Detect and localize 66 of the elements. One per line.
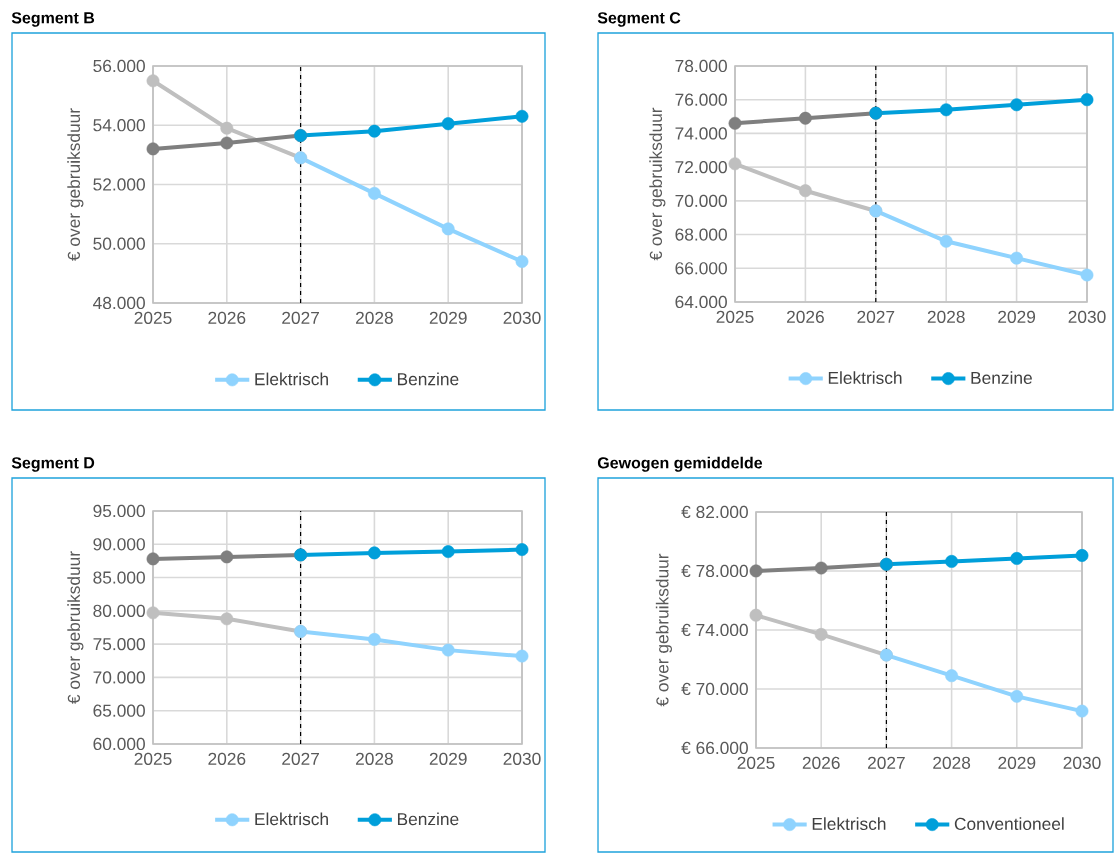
legend-label: Elektrisch — [828, 371, 902, 385]
legend-label: Benzine — [971, 371, 1032, 385]
x-tick-label: 2029 — [429, 752, 467, 765]
y-tick-label: 54.000 — [93, 119, 145, 132]
chart-title: Segment B — [11, 12, 95, 27]
x-tick-label: 2027 — [282, 311, 319, 324]
y-tick-label: € 82.000 — [681, 505, 748, 519]
y-axis-title: € over gebruiksduur — [67, 551, 84, 704]
x-tick-label: 2025 — [737, 756, 775, 769]
y-tick-label: 80.000 — [93, 604, 145, 617]
y-tick-label: 95.000 — [93, 504, 145, 518]
y-tick-label: € 74.000 — [681, 623, 748, 637]
x-tick-label: 2026 — [208, 311, 246, 324]
y-tick-label: 75.000 — [93, 637, 145, 651]
y-tick-label: 48.000 — [93, 296, 145, 310]
x-tick-label: 2028 — [356, 752, 393, 765]
y-tick-label: 74.000 — [675, 127, 727, 140]
x-tick-label: 2026 — [802, 756, 840, 769]
chart-title: Segment D — [11, 457, 95, 472]
y-tick-label: 65.000 — [93, 704, 145, 717]
y-tick-label: 70.000 — [93, 671, 145, 684]
x-tick-label: 2025 — [134, 311, 172, 324]
x-tick-label: 2030 — [1063, 756, 1101, 769]
x-tick-label: 2026 — [787, 310, 824, 323]
chart-title: Segment C — [597, 12, 681, 27]
y-tick-label: € 78.000 — [681, 564, 748, 578]
legend-label: Elektrisch — [255, 812, 328, 826]
y-tick-label: 60.000 — [93, 737, 145, 751]
y-tick-label: 76.000 — [675, 93, 727, 106]
y-tick-label: € 70.000 — [681, 682, 748, 696]
legend-label: Elektrisch — [812, 817, 886, 831]
y-tick-label: 50.000 — [93, 237, 145, 250]
y-tick-label: 90.000 — [93, 538, 145, 551]
y-tick-label: 64.000 — [675, 295, 727, 309]
x-tick-label: 2025 — [716, 310, 754, 323]
y-axis-title: € over gebruiksduur — [67, 108, 84, 261]
x-tick-label: 2028 — [933, 756, 971, 769]
x-tick-label: 2027 — [282, 752, 319, 765]
legend-label: Elektrisch — [255, 372, 328, 386]
x-tick-label: 2026 — [208, 752, 246, 765]
x-tick-label: 2030 — [503, 752, 541, 765]
y-tick-label: 66.000 — [675, 262, 727, 275]
y-tick-label: 72.000 — [675, 160, 727, 174]
y-tick-label: 70.000 — [675, 194, 727, 207]
legend-label: Conventioneel — [954, 817, 1064, 831]
x-tick-label: 2025 — [134, 752, 172, 765]
y-tick-label: 68.000 — [675, 228, 727, 241]
chart-title: Gewogen gemiddelde — [597, 456, 763, 472]
x-tick-label: 2027 — [857, 310, 895, 323]
y-tick-label: 52.000 — [93, 178, 145, 191]
legend-label: Benzine — [397, 372, 459, 386]
y-axis-title: € over gebruiksduur — [655, 553, 672, 707]
x-tick-label: 2028 — [356, 311, 393, 324]
x-tick-label: 2027 — [868, 756, 905, 769]
x-tick-label: 2029 — [429, 311, 467, 324]
x-tick-label: 2028 — [927, 310, 965, 323]
x-tick-label: 2029 — [998, 756, 1036, 769]
y-axis-title: € over gebruiksduur — [649, 107, 666, 261]
y-tick-label: 56.000 — [93, 59, 145, 73]
y-tick-label: € 66.000 — [681, 741, 748, 755]
y-tick-label: 85.000 — [93, 571, 145, 584]
legend-label: Benzine — [397, 812, 459, 826]
x-tick-label: 2030 — [1068, 310, 1106, 323]
x-tick-label: 2030 — [503, 311, 541, 324]
x-tick-label: 2029 — [998, 310, 1036, 323]
y-tick-label: 78.000 — [675, 59, 727, 73]
